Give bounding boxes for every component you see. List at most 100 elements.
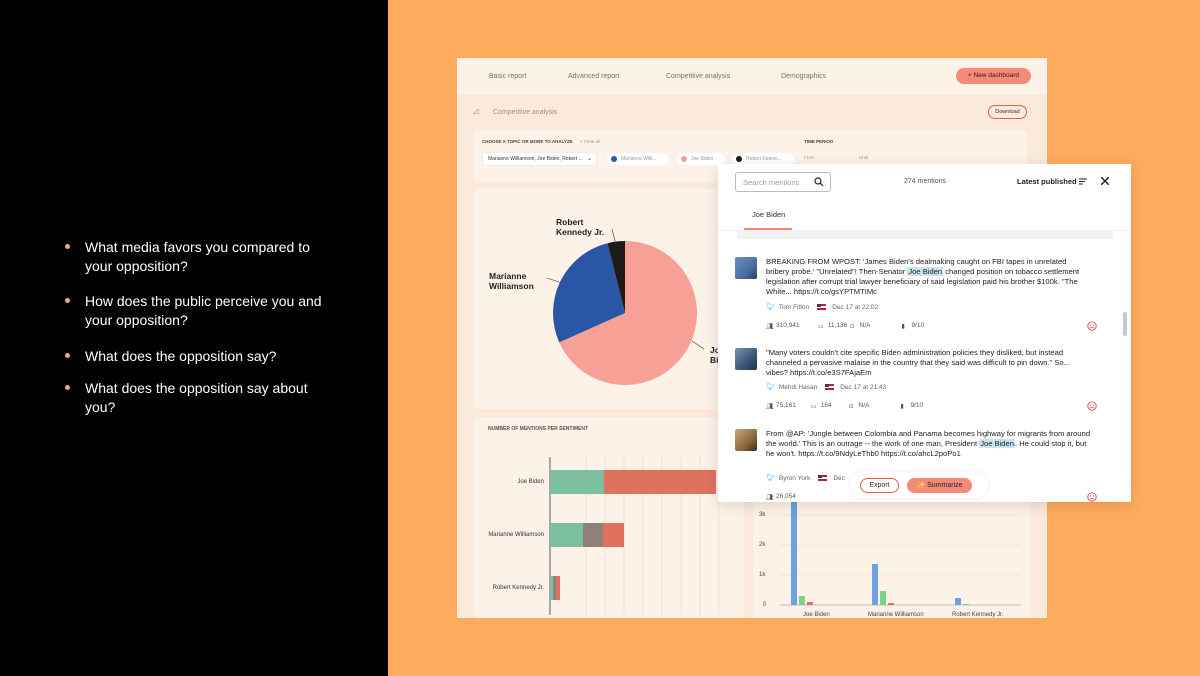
stats-row: 👥︎ 310,941 ▭ 11,136 ⊙ N/A ▮ 9/10 <box>766 322 924 331</box>
export-button[interactable]: Export <box>860 478 899 493</box>
mention-item[interactable]: From @AP: 'Jungle between Colombia and P… <box>735 429 1097 502</box>
tab-advanced-report[interactable]: Advanced report <box>568 73 620 80</box>
scrollbar-thumb[interactable] <box>1123 312 1127 336</box>
tab-joe-biden[interactable]: Joe Biden <box>752 210 786 219</box>
new-dashboard-button[interactable]: + New dashboard <box>956 68 1031 84</box>
topic-chip[interactable]: Robert Kenne... <box>732 153 794 165</box>
us-flag-icon <box>818 475 828 481</box>
post-date: Dec 17 at 21:43 <box>840 383 887 391</box>
twitter-icon: 🐦︎ <box>766 475 775 482</box>
rating-icon: ▮ <box>901 324 905 330</box>
bar-positive <box>550 576 553 600</box>
bar <box>955 598 961 605</box>
until-label: Until <box>859 155 869 160</box>
topic-chip[interactable]: Marianne Willi... <box>607 153 669 165</box>
page-header: ◿ Competitive analysis <box>457 95 1047 131</box>
stats-row: 👥︎ 75,161 ▭ 164 ⊙ N/A ▮ 9/10 <box>766 402 923 411</box>
topic-select[interactable]: Marianne Williamson, Joe Biden, Robert .… <box>482 152 597 166</box>
us-flag-icon <box>825 384 835 390</box>
pie-label-jb: Jo Bi <box>710 345 720 365</box>
twitter-icon: 🐦︎ <box>766 304 775 311</box>
bar-positive <box>550 523 583 547</box>
author-row: 🐦︎ Tom Fitton Dec 17 at 22:02 <box>766 303 878 312</box>
active-tab-indicator <box>744 228 792 230</box>
leader-line <box>546 277 563 284</box>
bar-neutral <box>583 523 603 547</box>
author-row: 🐦︎ Mehdi Hasan Dec 17 at 21:43 <box>766 383 886 392</box>
bar <box>880 591 886 605</box>
post-date: Dec 17 at 22:02 <box>832 303 879 311</box>
search-box[interactable]: Search mentions <box>735 172 831 192</box>
pie-label-mw: Marianne Williamson <box>489 271 534 291</box>
pie-chart-card: Robert Kennedy Jr. Marianne Williamson J… <box>474 189 744 409</box>
topic-chip[interactable]: Joe Biden <box>677 153 725 165</box>
summarize-button[interactable]: ✨ Summarize <box>907 478 972 493</box>
color-dot <box>681 156 687 162</box>
bar <box>807 602 813 605</box>
rating-stat: ▮ 9/10 <box>901 322 925 330</box>
search-score-icon: ⊙ <box>848 404 854 410</box>
mention-text: BREAKING FROM WPOST: 'James Biden's deal… <box>766 257 1080 296</box>
mentions-panel: Search mentions 274 mentions Latest publ… <box>718 164 1131 502</box>
rating-stat: ▮ 9/10 <box>900 402 924 410</box>
bar-chart-card: 3k 2k 1k 0 Joe Biden Marianne Williamson… <box>753 498 1031 618</box>
mentions-bar-chart <box>780 498 1021 606</box>
score-stat: ⊙ N/A <box>848 402 870 410</box>
list-header-bar <box>737 231 1113 239</box>
author-name: Byron York <box>778 474 811 482</box>
leader-line <box>611 228 617 246</box>
bar <box>888 603 894 605</box>
avatar <box>735 257 757 279</box>
time-period-label: TIME PERIOD <box>804 139 834 144</box>
chart-icon: ◿ <box>473 108 479 115</box>
bar-neutral <box>553 576 556 600</box>
x-label: Marianne Williamson <box>868 612 924 618</box>
search-input[interactable]: Search mentions <box>743 178 800 187</box>
tab-competitive-analysis[interactable]: Competitive analysis <box>666 73 731 80</box>
comment-icon: ▭ <box>810 404 817 410</box>
download-button[interactable]: Download <box>988 105 1027 119</box>
y-tick: 2k <box>759 542 766 548</box>
mention-text: "Many voters couldn't cite specific Bide… <box>766 348 1070 377</box>
sort-icon[interactable] <box>1079 178 1087 185</box>
chip-label: Robert Kenne... <box>746 156 782 162</box>
sentiment-chart <box>549 457 720 615</box>
bar <box>799 596 805 605</box>
search-score-icon: ⊙ <box>849 324 855 330</box>
bar-negative <box>603 523 624 547</box>
bar-negative <box>556 576 560 600</box>
pie-chart <box>546 228 705 385</box>
avatar <box>735 429 757 451</box>
tab-basic-report[interactable]: Basic report <box>489 73 527 80</box>
us-flag-icon <box>817 304 827 310</box>
search-icon[interactable] <box>814 177 824 187</box>
reach-stat: 👥︎ 310,941 <box>766 322 800 330</box>
comments-stat: ▭ 11,136 <box>817 322 848 330</box>
bullet-item: What media favors you compared to your o… <box>64 238 324 276</box>
bar-negative <box>604 470 716 494</box>
sort-dropdown[interactable]: Latest published <box>1017 177 1077 186</box>
reach-stat: 👥︎ 26,054 <box>766 493 796 501</box>
color-dot <box>611 156 617 162</box>
negative-sentiment-icon[interactable] <box>1087 492 1097 502</box>
negative-sentiment-icon[interactable] <box>1087 401 1097 411</box>
score-stat: ⊙ N/A <box>849 322 871 330</box>
clear-all-link[interactable]: × Clear all <box>580 139 601 144</box>
mention-item[interactable]: BREAKING FROM WPOST: 'James Biden's deal… <box>735 257 1097 332</box>
chip-label: Marianne Willi... <box>621 156 657 162</box>
sentiment-chart-card: NUMBER OF MENTIONS PER SENTIMENT Joe Bid… <box>474 417 744 618</box>
close-icon[interactable] <box>1101 177 1109 185</box>
row-label: Joe Biden <box>517 479 544 485</box>
top-nav: Basic report Advanced report Competitive… <box>457 58 1047 95</box>
tab-demographics[interactable]: Demographics <box>781 73 827 80</box>
bar <box>872 564 878 605</box>
negative-sentiment-icon[interactable] <box>1087 321 1097 331</box>
pie-slice-robert-kennedy <box>607 241 625 313</box>
mention-item[interactable]: "Many voters couldn't cite specific Bide… <box>735 348 1097 413</box>
y-tick: 3k <box>759 512 766 518</box>
from-label: From <box>804 155 815 160</box>
bullet-item: What does the opposition say? <box>64 347 324 366</box>
scrollbar-track[interactable] <box>1122 240 1128 502</box>
row-label: Robert Kennedy Jr. <box>492 585 544 591</box>
reach-stat: 👥︎ 75,161 <box>766 402 796 410</box>
